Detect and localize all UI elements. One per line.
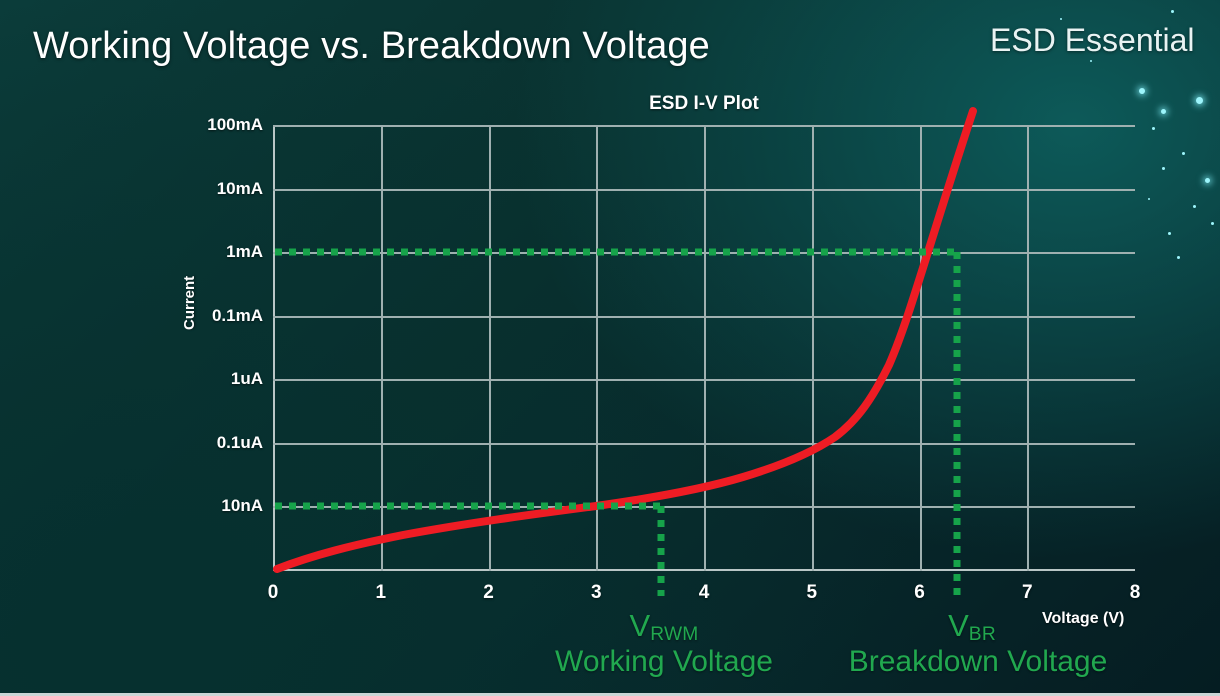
sparkle-icon bbox=[1171, 10, 1174, 13]
y-tick-label: 1mA bbox=[226, 242, 263, 261]
page-title: Working Voltage vs. Breakdown Voltage bbox=[33, 25, 710, 67]
y-tick-label: 100mA bbox=[207, 115, 263, 134]
gridline-vertical bbox=[380, 125, 383, 571]
sparkle-icon bbox=[1090, 60, 1092, 62]
y-tick-label: 0.1mA bbox=[211, 305, 263, 325]
working-voltage-caption: Working Voltage bbox=[555, 645, 773, 678]
sparkle-icon bbox=[1168, 232, 1171, 235]
deck-label: ESD Essential bbox=[990, 22, 1195, 58]
plot-area: 100mA 10mA 1mA 0.1mA 1uA 0.1uA 10nA 0 1 … bbox=[207, 107, 1140, 603]
breakdown-voltage-vertical-guide bbox=[953, 252, 961, 596]
sparkle-icon bbox=[1196, 97, 1203, 104]
x-tick-label: 2 bbox=[483, 582, 494, 603]
x-tick-label: 6 bbox=[914, 582, 925, 603]
gridline-vertical bbox=[919, 125, 922, 571]
breakdown-voltage-subscript: BR bbox=[968, 624, 996, 646]
working-voltage-vertical-guide bbox=[657, 506, 665, 596]
gridline-vertical bbox=[1027, 125, 1030, 571]
y-tick-label: 10nA bbox=[221, 496, 263, 515]
working-voltage-symbol: VRWM bbox=[630, 608, 699, 646]
working-voltage-symbol-text: V bbox=[629, 608, 651, 643]
breakdown-voltage-symbol: VBR bbox=[948, 608, 996, 646]
sparkle-icon bbox=[1162, 167, 1165, 170]
x-tick-label: 0 bbox=[267, 582, 279, 603]
x-tick-label: 7 bbox=[1021, 582, 1033, 603]
x-tick-label: 4 bbox=[698, 582, 710, 603]
y-tick-label: 0.1uA bbox=[216, 432, 263, 452]
sparkle-icon bbox=[1182, 152, 1185, 155]
sparkle-icon bbox=[1205, 178, 1210, 183]
x-axis-title: Voltage (V) bbox=[1042, 610, 1125, 627]
sparkle-icon bbox=[1148, 198, 1150, 200]
breakdown-voltage-caption: Breakdown Voltage bbox=[848, 645, 1108, 678]
sparkle-icon bbox=[1161, 109, 1166, 114]
sparkle-icon bbox=[1193, 205, 1196, 208]
gridline-vertical bbox=[488, 125, 491, 571]
gridline-vertical bbox=[596, 125, 599, 571]
sparkle-icon bbox=[1177, 256, 1180, 259]
sparkle-icon bbox=[1139, 88, 1145, 94]
sparkle-icon bbox=[1152, 127, 1155, 130]
x-tick-label: 1 bbox=[375, 582, 387, 603]
chart-title: ESD I-V Plot bbox=[649, 93, 759, 114]
iv-curve bbox=[273, 107, 977, 573]
y-tick-label: 10mA bbox=[216, 178, 263, 198]
sparkle-icon bbox=[1211, 222, 1214, 225]
x-tick-label: 8 bbox=[1129, 582, 1141, 603]
working-voltage-horizontal-guide bbox=[275, 502, 661, 510]
gridline-vertical bbox=[811, 125, 814, 571]
working-voltage-subscript: RWM bbox=[650, 624, 699, 646]
y-axis-title: Current bbox=[181, 275, 198, 330]
breakdown-voltage-symbol-text: V bbox=[948, 608, 969, 643]
y-tick-label: 1uA bbox=[230, 369, 263, 388]
x-tick-label: 5 bbox=[806, 582, 818, 603]
gridline-vertical bbox=[704, 125, 706, 571]
breakdown-voltage-horizontal-guide bbox=[275, 248, 957, 256]
sparkle-icon bbox=[1060, 18, 1062, 20]
x-tick-label: 3 bbox=[590, 582, 602, 603]
